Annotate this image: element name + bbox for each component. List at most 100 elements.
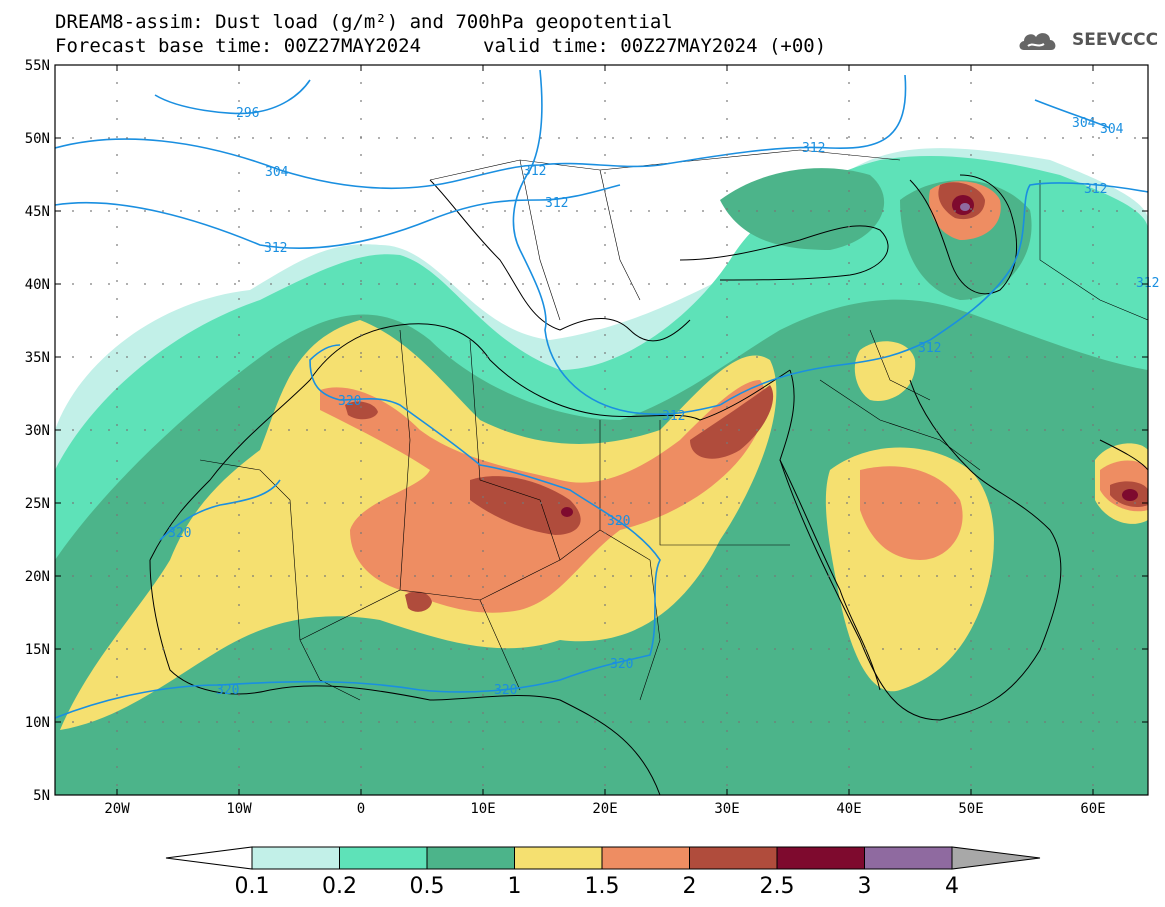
- grid-dots: [55, 65, 1136, 786]
- grid-dot: [482, 190, 484, 192]
- grid-dot: [482, 496, 484, 498]
- grid-dot: [238, 676, 240, 678]
- grid-dot: [238, 550, 240, 552]
- grid-dot: [540, 283, 542, 285]
- grid-dot: [1092, 316, 1094, 318]
- grid-dot: [1092, 154, 1094, 156]
- lon-label: 60E: [1080, 801, 1105, 817]
- grid-dot: [482, 172, 484, 174]
- grid-dot: [848, 118, 850, 120]
- grid-dot: [116, 748, 118, 750]
- grid-dot: [180, 137, 182, 139]
- grid-dot: [324, 283, 326, 285]
- grid-dot: [864, 721, 866, 723]
- grid-dot: [612, 283, 614, 285]
- grid-dot: [666, 356, 668, 358]
- grid-dot: [1062, 283, 1064, 285]
- grid-dot: [726, 712, 728, 714]
- grid-dot: [238, 334, 240, 336]
- grid-dot: [848, 334, 850, 336]
- grid-dot: [604, 514, 606, 516]
- grid-dot: [576, 575, 578, 577]
- grid-dot: [900, 721, 902, 723]
- colorbar-label: 0.5: [410, 874, 445, 899]
- grid-dot: [482, 154, 484, 156]
- colorbar-label: 3: [858, 874, 872, 899]
- grid-dot: [848, 604, 850, 606]
- grid-dot: [482, 298, 484, 300]
- grid-dot: [270, 429, 272, 431]
- grid-dot: [954, 502, 956, 504]
- grid-dot: [270, 721, 272, 723]
- grid-dot: [324, 210, 326, 212]
- grid-dot: [576, 283, 578, 285]
- lat-label: 40N: [25, 277, 50, 293]
- grid-dot: [1092, 82, 1094, 84]
- geopotential-contours: [55, 69, 1148, 719]
- colorbar-label: 0.1: [235, 874, 270, 899]
- grid-dot: [144, 137, 146, 139]
- grid-dot: [726, 442, 728, 444]
- grid-dot: [726, 784, 728, 786]
- grid-dot: [848, 244, 850, 246]
- grid-dot: [1116, 137, 1118, 139]
- grid-dot: [604, 640, 606, 642]
- grid-dot: [738, 429, 740, 431]
- grid-dot: [726, 100, 728, 102]
- grid-dot: [90, 502, 92, 504]
- grid-dot: [238, 748, 240, 750]
- grid-dot: [238, 604, 240, 606]
- grid-dot: [162, 210, 164, 212]
- grid-dot: [828, 429, 830, 431]
- grid-dot: [726, 550, 728, 552]
- lat-label: 25N: [25, 496, 50, 512]
- grid-dot: [604, 298, 606, 300]
- grid-dot: [970, 514, 972, 516]
- grid-dot: [482, 532, 484, 534]
- grid-dot: [116, 82, 118, 84]
- grid-dot: [116, 172, 118, 174]
- grid-dot: [954, 137, 956, 139]
- lon-label: 20W: [104, 801, 130, 817]
- grid-dot: [216, 283, 218, 285]
- grid-dot: [1026, 356, 1028, 358]
- grid-dot: [108, 429, 110, 431]
- grid-dot: [972, 356, 974, 358]
- grid-dot: [792, 137, 794, 139]
- grid-dot: [468, 502, 470, 504]
- grid-dot: [972, 137, 974, 139]
- grid-dot: [936, 283, 938, 285]
- grid-dot: [238, 766, 240, 768]
- grid-dot: [116, 622, 118, 624]
- grid-dot: [396, 502, 398, 504]
- grid-dot: [252, 210, 254, 212]
- grid-dot: [234, 648, 236, 650]
- grid-dot: [848, 190, 850, 192]
- grid-dot: [726, 226, 728, 228]
- dust-max-libya: [561, 507, 573, 517]
- lon-label: 10W: [226, 801, 252, 817]
- grid-dot: [666, 648, 668, 650]
- grid-dot: [360, 262, 362, 264]
- grid-dot: [270, 283, 272, 285]
- grid-dot: [684, 575, 686, 577]
- grid-dot: [72, 283, 74, 285]
- grid-dot: [342, 283, 344, 285]
- grid-dot: [604, 226, 606, 228]
- grid-dot: [1134, 137, 1136, 139]
- colorbar-segment: [339, 846, 428, 870]
- grid-dot: [1080, 210, 1082, 212]
- grid-dot: [558, 575, 560, 577]
- grid-dot: [970, 622, 972, 624]
- grid-dot: [1026, 721, 1028, 723]
- grid-dot: [970, 532, 972, 534]
- grid-dot: [1092, 262, 1094, 264]
- grid-dot: [238, 424, 240, 426]
- colorbar-segment: [689, 846, 778, 870]
- grid-dot: [234, 210, 236, 212]
- grid-dot: [126, 721, 128, 723]
- grid-dot: [72, 648, 74, 650]
- grid-dot: [1080, 137, 1082, 139]
- grid-dot: [1044, 137, 1046, 139]
